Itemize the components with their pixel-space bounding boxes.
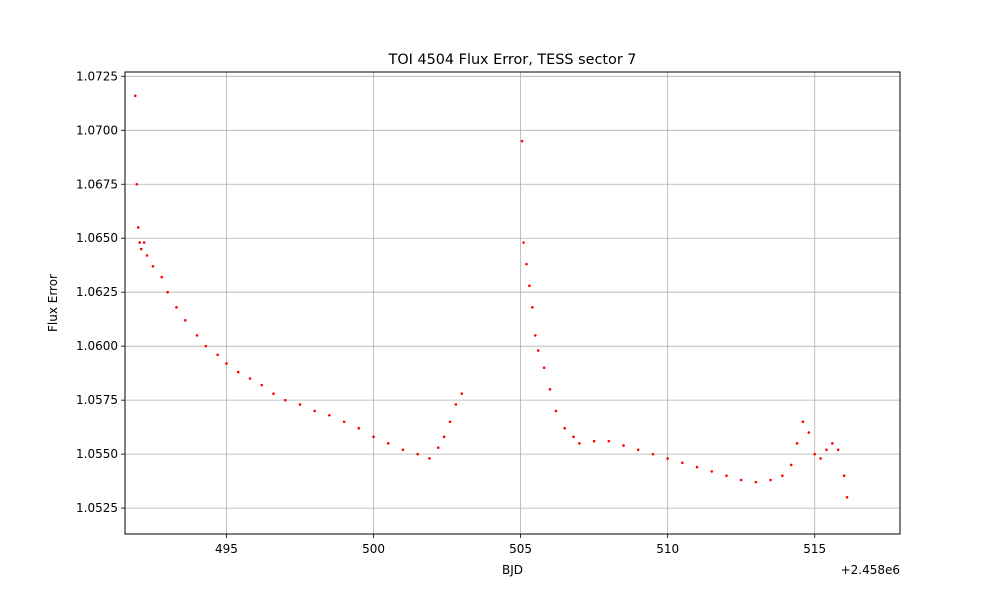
y-tick-label: 1.0725 <box>76 69 118 83</box>
data-point <box>666 457 669 460</box>
data-point <box>145 254 149 257</box>
data-point <box>695 465 699 469</box>
data-point <box>401 448 405 452</box>
y-tick-label: 1.0675 <box>76 177 118 191</box>
data-point <box>725 474 728 478</box>
data-point <box>283 398 287 402</box>
data-point <box>136 226 140 229</box>
data-point <box>139 247 143 251</box>
chart-title: TOI 4504 Flux Error, TESS sector 7 <box>388 52 637 68</box>
data-point <box>520 139 524 143</box>
data-point <box>195 334 199 337</box>
data-point <box>710 470 714 473</box>
data-point <box>442 435 446 439</box>
data-point <box>183 318 187 322</box>
data-point <box>160 275 164 279</box>
data-point <box>739 478 743 482</box>
x-axis-label: BJD <box>502 563 523 577</box>
x-tick-label: 515 <box>803 542 826 556</box>
data-point <box>328 413 331 417</box>
data-point <box>151 264 155 268</box>
data-point <box>636 448 640 452</box>
y-axis-label: Flux Error <box>46 274 60 332</box>
y-tick-label: 1.0600 <box>76 339 118 353</box>
data-point <box>175 306 178 309</box>
data-point <box>142 241 146 244</box>
data-point <box>313 409 317 413</box>
data-point <box>528 284 531 288</box>
data-point <box>554 409 558 413</box>
data-point <box>236 370 240 374</box>
data-point <box>769 478 772 482</box>
data-point <box>836 448 840 452</box>
data-point <box>522 241 525 244</box>
data-point <box>563 426 567 430</box>
data-point <box>448 420 452 424</box>
data-points <box>133 94 849 499</box>
x-offset-label: +2.458e6 <box>841 563 900 577</box>
data-point <box>260 383 264 387</box>
data-point <box>460 392 464 395</box>
data-point <box>542 366 546 370</box>
data-point <box>795 442 799 445</box>
x-tick-label: 505 <box>509 542 532 556</box>
data-point <box>789 463 793 467</box>
x-tick-label: 500 <box>362 542 385 556</box>
data-point <box>781 474 784 478</box>
y-tick-label: 1.0525 <box>76 501 118 515</box>
data-point <box>436 446 440 449</box>
x-tick-label: 510 <box>656 542 679 556</box>
y-tick-label: 1.0625 <box>76 285 118 299</box>
data-point <box>572 435 575 439</box>
data-point <box>135 182 139 186</box>
data-point <box>216 353 219 357</box>
data-point <box>372 435 375 439</box>
plot-frame <box>124 71 901 535</box>
data-point <box>428 457 431 460</box>
y-tick-label: 1.0575 <box>76 393 118 407</box>
data-point <box>825 448 828 452</box>
data-point <box>416 452 419 456</box>
data-point <box>248 377 252 380</box>
data-point <box>651 452 655 456</box>
data-point <box>133 94 137 98</box>
data-point <box>831 442 834 445</box>
data-point <box>592 439 596 443</box>
data-point <box>845 495 849 499</box>
grid <box>125 72 900 534</box>
y-tick-label: 1.0650 <box>76 231 118 245</box>
data-point <box>386 442 390 445</box>
x-tick-label: 495 <box>215 542 238 556</box>
data-point <box>607 439 611 443</box>
data-point <box>272 392 275 395</box>
data-point <box>531 306 534 309</box>
data-point <box>842 474 846 478</box>
data-point <box>225 362 228 365</box>
data-point <box>681 461 684 465</box>
data-point <box>754 480 758 484</box>
data-point <box>342 420 346 424</box>
data-point <box>454 403 458 406</box>
data-point <box>357 426 361 430</box>
data-point <box>204 344 208 348</box>
data-point <box>533 334 537 337</box>
y-tick-label: 1.0700 <box>76 123 118 137</box>
data-point <box>525 262 528 266</box>
data-point <box>801 420 805 424</box>
data-point <box>166 290 169 294</box>
data-point <box>298 403 302 406</box>
data-point <box>819 457 822 460</box>
data-point <box>622 444 625 447</box>
y-tick-label: 1.0550 <box>76 447 118 461</box>
data-point <box>807 431 811 434</box>
x-axis: 495 500 505 510 515 <box>215 534 826 556</box>
data-point <box>578 442 581 445</box>
data-point <box>536 349 540 352</box>
data-point <box>138 241 142 244</box>
y-axis: 1.0525 1.0550 1.0575 1.0600 1.0625 1.0650 1.06… <box>76 69 125 515</box>
data-point <box>813 452 817 456</box>
data-point <box>548 388 552 391</box>
